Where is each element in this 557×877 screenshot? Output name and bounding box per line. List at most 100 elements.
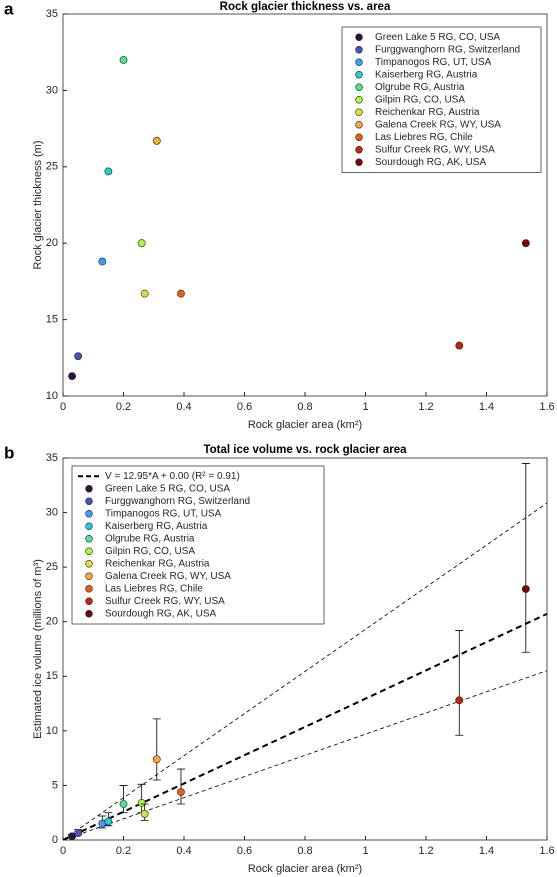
legend-marker xyxy=(85,572,93,580)
legend-label: Sulfur Creek RG, WY, USA xyxy=(105,596,225,607)
data-point xyxy=(140,809,149,818)
y-axis-label: Estimated ice volume (millions of m³) xyxy=(32,559,44,739)
legend-marker xyxy=(85,497,93,505)
legend-label: Furggwanghorn RG, Switzerland xyxy=(105,496,250,507)
legend-label: Sourdough RG, AK, USA xyxy=(105,608,217,619)
legend-label: Olgrube RG, Austria xyxy=(105,533,195,544)
x-tick-label: 0.8 xyxy=(297,401,312,413)
legend-marker xyxy=(85,510,93,518)
legend-marker xyxy=(85,485,93,493)
x-tick-label: 0 xyxy=(60,401,66,413)
chart-title: Total ice volume vs. rock glacier area xyxy=(203,444,407,456)
legend-marker xyxy=(355,133,363,141)
x-tick-label: 1 xyxy=(362,401,368,413)
x-tick-label: 1.6 xyxy=(539,401,554,413)
x-tick-label: 0.2 xyxy=(116,401,131,413)
bound-line xyxy=(63,502,547,840)
y-tick-label: 20 xyxy=(46,616,58,628)
legend-marker xyxy=(85,547,93,555)
y-axis-label: Rock glacier thickness (m) xyxy=(32,141,44,270)
y-tick-label: 25 xyxy=(46,161,58,173)
legend-marker xyxy=(355,46,363,54)
data-point xyxy=(68,372,76,381)
data-point xyxy=(119,55,128,64)
x-tick-label: 1.4 xyxy=(479,401,494,413)
legend-label: Kaiserberg RG, Austria xyxy=(375,69,478,80)
data-point xyxy=(137,798,146,807)
legend-marker xyxy=(355,33,363,41)
legend-label: Green Lake 5 RG, CO, USA xyxy=(105,483,230,494)
x-tick-label: 0 xyxy=(60,845,66,857)
legend-label: Timpanogos RG, UT, USA xyxy=(105,508,222,519)
legend-marker xyxy=(355,58,363,66)
data-point xyxy=(119,800,128,808)
legend-label: Galena Creek RG, WY, USA xyxy=(375,119,501,130)
legend-label: Sourdough RG, AK, USA xyxy=(375,157,487,168)
error-bar xyxy=(176,768,185,805)
legend-marker xyxy=(85,560,93,568)
legend-marker xyxy=(85,597,93,605)
data-point xyxy=(140,289,149,298)
x-tick-label: 1 xyxy=(362,845,368,857)
legend-label: Las Liebres RG, Chile xyxy=(105,583,203,594)
legend-marker xyxy=(355,121,363,129)
data-point xyxy=(152,136,161,145)
data-point xyxy=(74,829,83,838)
y-tick-label: 0 xyxy=(52,834,58,846)
x-tick-label: 1.6 xyxy=(539,845,554,857)
data-point xyxy=(68,832,76,841)
x-tick-label: 0.6 xyxy=(237,401,252,413)
data-point xyxy=(152,755,161,764)
data-point xyxy=(74,352,83,361)
error-bar xyxy=(119,785,128,814)
legend-label: Reichenkar RG, Austria xyxy=(375,107,480,118)
x-tick-label: 1.2 xyxy=(418,401,433,413)
y-tick-label: 5 xyxy=(52,779,58,791)
data-point xyxy=(521,585,530,593)
legend-label: Olgrube RG, Austria xyxy=(375,82,465,93)
legend-label: Galena Creek RG, WY, USA xyxy=(105,571,231,582)
y-tick-label: 15 xyxy=(46,670,58,682)
x-tick-label: 0.8 xyxy=(297,845,312,857)
data-point xyxy=(455,696,464,705)
legend-marker xyxy=(355,96,363,104)
y-tick-label: 20 xyxy=(46,237,58,249)
legend-marker xyxy=(355,108,363,116)
legend-marker xyxy=(85,522,93,530)
y-tick-label: 30 xyxy=(46,84,58,96)
chart-title: Rock glacier thickness vs. area xyxy=(220,1,391,13)
x-tick-label: 0.4 xyxy=(176,845,191,857)
legend-label: Furggwanghorn RG, Switzerland xyxy=(375,44,520,55)
x-axis-label: Rock glacier area (km²) xyxy=(248,863,362,875)
legend-box xyxy=(71,465,325,625)
legend-marker xyxy=(85,585,93,593)
y-tick-label: 35 xyxy=(46,8,58,20)
error-bar xyxy=(152,718,161,781)
legend-box xyxy=(341,26,542,173)
legend-marker xyxy=(85,535,93,543)
data-point xyxy=(455,341,464,350)
y-tick-label: 35 xyxy=(46,452,58,464)
panel-label: b xyxy=(4,443,14,462)
data-point xyxy=(177,289,185,298)
y-tick-label: 10 xyxy=(46,390,58,402)
legend-label: Gilpin RG, CO, USA xyxy=(105,546,195,557)
y-tick-label: 30 xyxy=(46,506,58,518)
legend-marker xyxy=(355,83,363,91)
legend-label: Green Lake 5 RG, CO, USA xyxy=(375,32,500,43)
x-tick-label: 0.2 xyxy=(116,845,131,857)
legend-label: Reichenkar RG, Austria xyxy=(105,558,210,569)
y-tick-label: 10 xyxy=(46,725,58,737)
x-axis-label: Rock glacier area (km²) xyxy=(248,419,362,431)
fit-line xyxy=(63,612,547,840)
legend-label: Kaiserberg RG, Austria xyxy=(105,521,208,532)
legend-label: V = 12.95*A + 0.00 (R² = 0.91) xyxy=(105,471,240,482)
legend-marker xyxy=(355,158,363,166)
legend-marker xyxy=(355,71,363,79)
panel-label: a xyxy=(4,0,14,18)
data-point xyxy=(104,167,113,176)
x-tick-label: 0.6 xyxy=(237,845,252,857)
data-point xyxy=(137,239,146,248)
